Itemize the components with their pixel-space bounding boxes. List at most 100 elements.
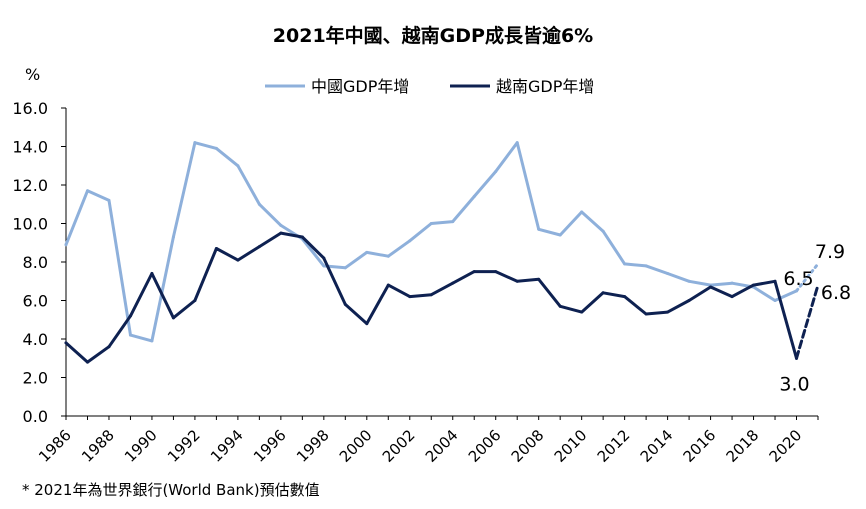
point-vietnam [193,299,197,302]
point-china [171,235,175,239]
point-china [85,189,89,193]
point-china [257,202,261,206]
point-vietnam [666,310,670,314]
y-tick-label: 8.0 [23,253,48,272]
series-line-china [64,141,798,343]
point-china [515,141,519,145]
footnote: * 2021年為世界銀行(World Bank)預估數值 [22,481,320,499]
y-tick-label: 12.0 [12,176,48,195]
point-china [451,220,455,224]
point-china [408,239,412,243]
point-china [64,243,68,247]
x-tick-label: 2016 [680,426,720,466]
point-china [601,229,605,233]
point-vietnam [429,293,433,297]
x-tick-label: 1990 [121,426,161,466]
point-vietnam [171,316,175,320]
label-vietnam-2020: 3.0 [779,373,809,395]
point-vietnam [709,285,713,289]
point-vietnam [236,258,240,262]
point-china [365,250,369,254]
point-china [107,198,111,202]
point-china [687,279,691,283]
point-china [429,222,433,225]
label-vietnam-2021: 6.8 [821,282,851,304]
point-vietnam [322,256,326,260]
point-vietnam [494,270,498,274]
point-china [494,170,498,174]
legend: 中國GDP年增 越南GDP年增 [265,77,594,96]
point-vietnam [386,283,390,287]
point-vietnam [515,279,519,283]
y-tick-label: 10.0 [12,215,48,234]
point-china [623,262,627,266]
point-china [279,223,283,227]
x-tick-label: 2004 [422,426,462,466]
x-tick-label: 1992 [164,426,204,466]
point-vietnam [365,322,369,326]
point-china [644,264,648,268]
x-tick-label: 2000 [336,426,376,466]
point-vietnam [601,291,605,295]
point-china [537,227,541,231]
y-tick-label: 6.0 [23,292,48,311]
legend-label-china: 中國GDP年增 [311,77,409,96]
y-tick-label: 16.0 [12,99,48,118]
point-vietnam [64,341,68,345]
legend-label-vietnam: 越南GDP年增 [496,77,594,96]
point-china [386,254,390,258]
point-vietnam [451,281,455,285]
point-vietnam [257,245,261,249]
x-tick-label: 1994 [207,426,247,466]
point-vietnam [85,360,89,364]
point-china [558,233,562,237]
point-china [580,210,584,214]
point-china [128,333,132,337]
point-vietnam [343,302,347,306]
y-tick-label: 14.0 [12,138,48,157]
point-china [236,164,240,168]
point-vietnam [279,231,283,235]
point-vietnam [214,247,218,251]
point-vietnam [107,345,111,349]
chart-title: 2021年中國、越南GDP成長皆逾6% [273,24,593,47]
label-china-2021: 7.9 [815,241,845,263]
point-china [472,195,476,199]
x-tick-label: 1998 [293,426,333,466]
point-vietnam [580,310,584,314]
label-china-2020: 6.5 [783,268,813,290]
point-vietnam [472,270,476,274]
x-tick-label: 2002 [379,426,419,466]
point-vietnam [773,279,777,283]
point-vietnam [623,295,627,299]
series-line-vietnam [64,231,798,364]
point-vietnam [687,299,691,302]
x-tick-label: 2018 [723,426,763,466]
y-axis-unit: % [25,65,40,84]
x-tick-label: 2006 [465,426,505,466]
point-vietnam [644,312,648,316]
point-china [343,266,347,270]
x-tick-label: 2012 [594,426,634,466]
point-china [666,272,670,276]
x-tick-label: 2020 [766,426,806,466]
y-tick-label: 2.0 [23,369,48,388]
forecast-line-china [795,262,820,293]
point-vietnam [537,277,541,281]
x-tick-label: 2008 [508,426,548,466]
point-vietnam [150,272,154,276]
x-tick-label: 2010 [551,426,591,466]
point-vietnam [752,283,756,287]
x-tick-label: 1996 [250,426,290,466]
point-vietnam [730,295,734,299]
point-vietnam [128,314,132,318]
forecast-line-vietnam [795,283,820,360]
point-vietnam [300,235,304,239]
point-china [773,299,777,302]
x-tick-label: 2014 [637,426,677,466]
annotation-layer: 6.57.9 6.8 3.0 [779,241,851,395]
point-china [193,141,197,145]
point-china [150,339,154,343]
point-vietnam [408,295,412,299]
